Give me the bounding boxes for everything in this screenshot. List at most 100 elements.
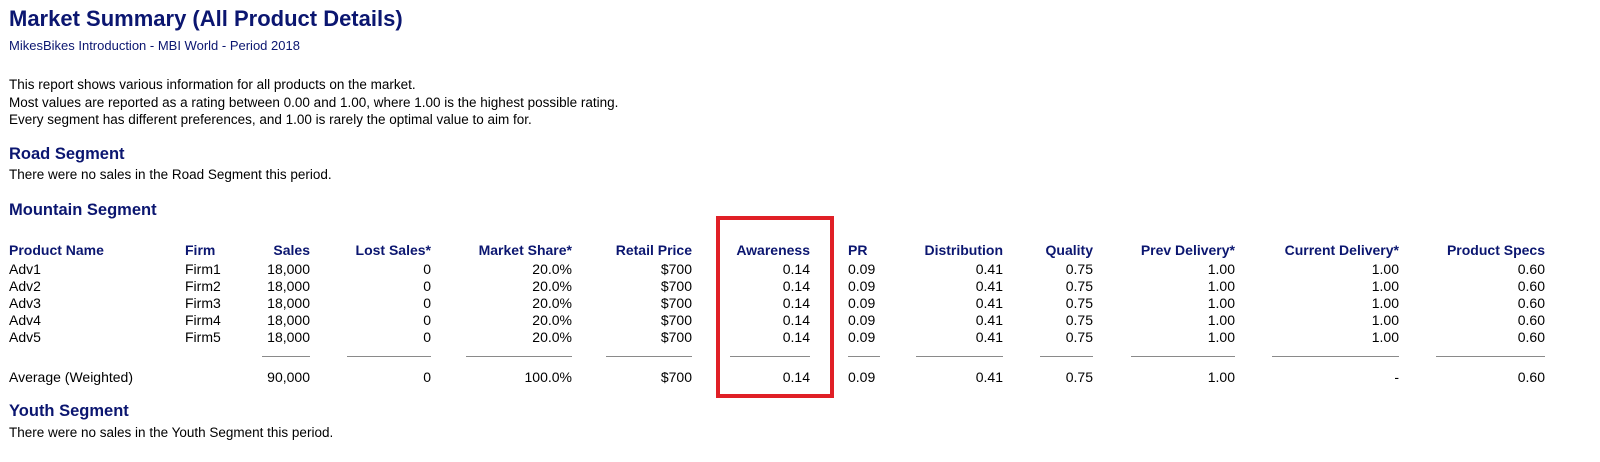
column-total-rule	[848, 356, 880, 357]
column-header: Retail Price	[615, 242, 692, 258]
table-cell: 0.41	[975, 329, 1003, 345]
average-cell: 1.00	[1207, 369, 1235, 385]
column-total-rule	[1131, 356, 1235, 357]
table-cell: Adv3	[9, 295, 41, 311]
column-header: Market Share*	[478, 242, 572, 258]
table-cell: 18,000	[267, 329, 310, 345]
road-segment-note: There were no sales in the Road Segment …	[9, 167, 332, 182]
table-cell: 0.75	[1065, 329, 1093, 345]
table-cell: 0	[423, 312, 431, 328]
column-total-rule	[466, 356, 572, 357]
table-cell: 1.00	[1371, 329, 1399, 345]
average-row-label: Average (Weighted)	[9, 369, 133, 385]
table-cell: 18,000	[267, 278, 310, 294]
average-cell: 0	[423, 369, 431, 385]
table-cell: 0.14	[782, 278, 810, 294]
table-cell: 20.0%	[532, 261, 572, 277]
column-total-rule	[730, 356, 810, 357]
table-cell: 20.0%	[532, 295, 572, 311]
youth-segment-note: There were no sales in the Youth Segment…	[9, 425, 334, 440]
table-cell: 0.09	[848, 278, 876, 294]
table-cell: 1.00	[1207, 312, 1235, 328]
table-cell: 0.75	[1065, 312, 1093, 328]
table-cell: Adv2	[9, 278, 41, 294]
column-header: Current Delivery*	[1284, 242, 1399, 258]
table-cell: $700	[660, 278, 692, 294]
table-cell: 0.09	[848, 261, 876, 277]
column-header: Prev Delivery*	[1140, 242, 1235, 258]
column-header: Quality	[1045, 242, 1093, 258]
column-total-rule	[1436, 356, 1545, 357]
table-cell: Firm5	[185, 329, 221, 345]
table-cell: $700	[660, 312, 692, 328]
table-cell: 1.00	[1207, 278, 1235, 294]
column-total-rule	[1272, 356, 1399, 357]
table-cell: 0.60	[1517, 312, 1545, 328]
column-total-rule	[347, 356, 431, 357]
table-cell: Adv5	[9, 329, 41, 345]
table-cell: Firm2	[185, 278, 221, 294]
table-cell: 0	[423, 261, 431, 277]
average-cell: 0.14	[782, 369, 810, 385]
average-cell: $700	[660, 369, 692, 385]
table-cell: Firm1	[185, 261, 221, 277]
table-cell: 0.75	[1065, 278, 1093, 294]
average-cell: 90,000	[267, 369, 310, 385]
table-cell: $700	[660, 261, 692, 277]
column-total-rule	[262, 356, 310, 357]
column-header: PR	[848, 242, 868, 258]
table-cell: Adv4	[9, 312, 41, 328]
table-cell: 0	[423, 295, 431, 311]
column-header: Product Name	[9, 242, 104, 258]
table-cell: 0.14	[782, 261, 810, 277]
table-cell: 0.14	[782, 329, 810, 345]
page-title: Market Summary (All Product Details)	[9, 6, 403, 31]
table-cell: 0.75	[1065, 295, 1093, 311]
table-cell: 0.09	[848, 329, 876, 345]
table-cell: 0	[423, 278, 431, 294]
average-cell: 0.41	[975, 369, 1003, 385]
table-cell: 18,000	[267, 295, 310, 311]
mountain-segment-title: Mountain Segment	[9, 201, 157, 219]
table-cell: 0.60	[1517, 278, 1545, 294]
column-header: Lost Sales*	[355, 242, 431, 258]
table-cell: 0.09	[848, 295, 876, 311]
table-cell: Firm4	[185, 312, 221, 328]
table-cell: 20.0%	[532, 278, 572, 294]
column-total-rule	[916, 356, 1003, 357]
intro-text: This report shows various information fo…	[9, 76, 618, 129]
table-cell: Firm3	[185, 295, 221, 311]
table-cell: 1.00	[1207, 261, 1235, 277]
intro-line: This report shows various information fo…	[9, 77, 416, 92]
road-segment-title: Road Segment	[9, 145, 125, 163]
table-cell: 1.00	[1371, 278, 1399, 294]
table-cell: 0.60	[1517, 261, 1545, 277]
table-cell: 1.00	[1207, 329, 1235, 345]
table-cell: 0.60	[1517, 329, 1545, 345]
column-header: Product Specs	[1446, 242, 1545, 258]
average-cell: -	[1394, 369, 1399, 385]
column-total-rule	[1040, 356, 1093, 357]
table-cell: $700	[660, 329, 692, 345]
table-cell: 1.00	[1371, 261, 1399, 277]
table-cell: 0.41	[975, 295, 1003, 311]
table-cell: 0	[423, 329, 431, 345]
awareness-highlight-box	[716, 216, 834, 398]
column-header: Awareness	[736, 242, 810, 258]
table-cell: 1.00	[1371, 312, 1399, 328]
table-cell: 20.0%	[532, 329, 572, 345]
column-header: Distribution	[924, 242, 1003, 258]
table-cell: 0.41	[975, 261, 1003, 277]
column-header: Firm	[185, 242, 216, 258]
table-cell: 0.14	[782, 295, 810, 311]
table-cell: $700	[660, 295, 692, 311]
table-cell: 1.00	[1371, 295, 1399, 311]
table-cell: 0.14	[782, 312, 810, 328]
table-cell: 0.41	[975, 312, 1003, 328]
table-cell: 0.60	[1517, 295, 1545, 311]
average-cell: 0.60	[1517, 369, 1545, 385]
table-cell: 0.41	[975, 278, 1003, 294]
average-cell: 0.09	[848, 369, 876, 385]
